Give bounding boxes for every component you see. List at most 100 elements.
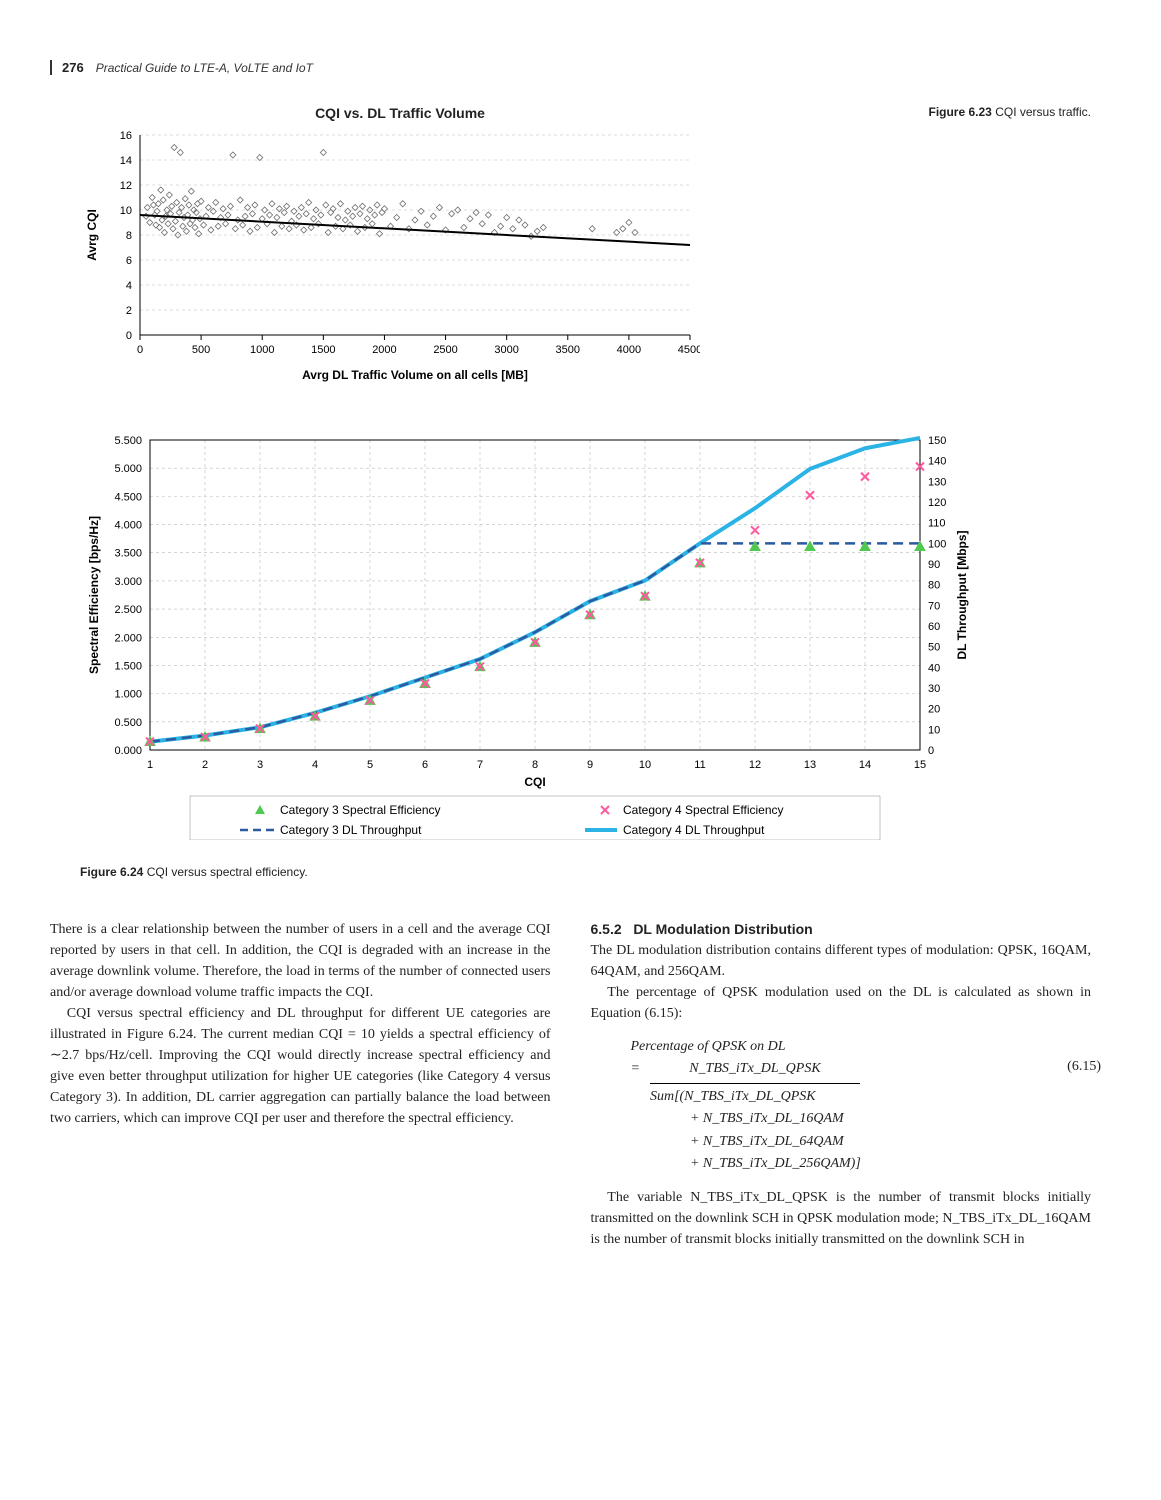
eq-lhs: Percentage of QPSK on DL [631, 1036, 1092, 1058]
svg-text:7: 7 [477, 759, 483, 771]
svg-text:Spectral Efficiency [bps/Hz]: Spectral Efficiency [bps/Hz] [87, 516, 101, 674]
svg-text:90: 90 [928, 559, 940, 571]
svg-text:0: 0 [126, 330, 132, 342]
right-column: 6.5.2 DL Modulation Distribution The DL … [591, 919, 1092, 1250]
eq-den2: + N_TBS_iTx_DL_16QAM [650, 1108, 861, 1130]
svg-text:1000: 1000 [250, 344, 274, 356]
svg-text:8: 8 [532, 759, 538, 771]
svg-text:30: 30 [928, 683, 940, 695]
svg-text:0: 0 [928, 745, 934, 757]
svg-text:3.500: 3.500 [114, 548, 142, 560]
left-column: There is a clear relationship between th… [50, 919, 551, 1250]
eq-den4: + N_TBS_iTx_DL_256QAM)] [650, 1153, 861, 1175]
figure-624-chart: 0.0000.5001.0001.5002.0002.5003.0003.500… [80, 420, 1091, 845]
section-title: DL Modulation Distribution [633, 921, 812, 937]
left-p2: CQI versus spectral efficiency and DL th… [50, 1003, 551, 1129]
left-p1: There is a clear relationship between th… [50, 919, 551, 1003]
chart1-title: CQI vs. DL Traffic Volume [140, 105, 660, 121]
svg-text:8: 8 [126, 230, 132, 242]
chart2-svg: 0.0000.5001.0001.5002.0002.5003.0003.500… [80, 420, 980, 840]
svg-text:DL Throughput [Mbps]: DL Throughput [Mbps] [955, 530, 969, 659]
eq-num: N_TBS_iTx_DL_QPSK [650, 1058, 860, 1080]
svg-text:11: 11 [694, 759, 705, 771]
chart1-svg: 0246810121416050010001500200025003000350… [80, 125, 700, 385]
svg-text:14: 14 [859, 759, 871, 771]
svg-text:2000: 2000 [372, 344, 396, 356]
svg-text:Avrg CQI: Avrg CQI [85, 209, 99, 261]
svg-text:2: 2 [126, 305, 132, 317]
svg-text:110: 110 [928, 518, 946, 530]
svg-text:120: 120 [928, 497, 946, 509]
svg-text:2: 2 [202, 759, 208, 771]
svg-text:60: 60 [928, 621, 940, 633]
svg-text:10: 10 [639, 759, 651, 771]
svg-text:12: 12 [749, 759, 761, 771]
svg-text:5: 5 [367, 759, 373, 771]
svg-text:50: 50 [928, 642, 940, 654]
svg-text:0.500: 0.500 [114, 717, 142, 729]
svg-text:4000: 4000 [617, 344, 641, 356]
svg-text:10: 10 [120, 205, 132, 217]
svg-text:80: 80 [928, 580, 940, 592]
section-heading: 6.5.2 DL Modulation Distribution [591, 919, 1092, 940]
figure-623-text: CQI versus traffic. [995, 105, 1091, 119]
svg-text:3500: 3500 [556, 344, 580, 356]
svg-text:15: 15 [914, 759, 926, 771]
svg-text:10: 10 [928, 724, 940, 736]
svg-text:9: 9 [587, 759, 593, 771]
eq-number: (6.15) [1067, 1056, 1101, 1078]
figure-624-label: Figure 6.24 [80, 865, 143, 879]
svg-text:3000: 3000 [494, 344, 518, 356]
svg-text:0: 0 [137, 344, 143, 356]
svg-text:4.500: 4.500 [114, 491, 142, 503]
svg-text:2.000: 2.000 [114, 632, 142, 644]
svg-text:1.500: 1.500 [114, 660, 142, 672]
svg-text:140: 140 [928, 456, 946, 468]
right-p3: The variable N_TBS_iTx_DL_QPSK is the nu… [591, 1187, 1092, 1250]
svg-text:40: 40 [928, 662, 940, 674]
svg-text:0.000: 0.000 [114, 745, 142, 757]
svg-text:70: 70 [928, 600, 940, 612]
svg-text:5.000: 5.000 [114, 463, 142, 475]
svg-text:Category 3 DL Throughput: Category 3 DL Throughput [280, 823, 422, 837]
svg-text:100: 100 [928, 538, 946, 550]
right-p1: The DL modulation distribution contains … [591, 940, 1092, 982]
svg-text:3.000: 3.000 [114, 576, 142, 588]
svg-text:1500: 1500 [311, 344, 335, 356]
svg-text:Category 3 Spectral Efficiency: Category 3 Spectral Efficiency [280, 803, 441, 817]
svg-text:20: 20 [928, 704, 940, 716]
equation-615: Percentage of QPSK on DL = N_TBS_iTx_DL_… [631, 1036, 1092, 1175]
svg-text:4.000: 4.000 [114, 520, 142, 532]
svg-text:3: 3 [257, 759, 263, 771]
svg-text:6: 6 [126, 255, 132, 267]
figure-624-text: CQI versus spectral efficiency. [147, 865, 308, 879]
body-columns: There is a clear relationship between th… [50, 919, 1091, 1250]
svg-text:Category 4 Spectral Efficiency: Category 4 Spectral Efficiency [623, 803, 784, 817]
figure-623-chart: CQI vs. DL Traffic Volume 02468101214160… [80, 105, 1091, 390]
svg-text:Avrg DL Traffic Volume on all: Avrg DL Traffic Volume on all cells [MB] [302, 368, 528, 382]
figure-623-caption: Figure 6.23 CQI versus traffic. [928, 105, 1091, 119]
figure-624-caption: Figure 6.24 CQI versus spectral efficien… [80, 865, 1091, 879]
svg-text:5.500: 5.500 [114, 435, 142, 447]
svg-text:4: 4 [312, 759, 318, 771]
svg-text:12: 12 [120, 180, 132, 192]
svg-text:16: 16 [120, 130, 132, 142]
page-header: 276 Practical Guide to LTE-A, VoLTE and … [50, 60, 1091, 75]
svg-text:CQI: CQI [524, 775, 545, 789]
page-number: 276 [62, 60, 84, 75]
eq-den1: Sum[(N_TBS_iTx_DL_QPSK [650, 1086, 861, 1108]
svg-text:2500: 2500 [433, 344, 457, 356]
svg-text:1: 1 [147, 759, 153, 771]
book-title: Practical Guide to LTE-A, VoLTE and IoT [96, 61, 313, 75]
right-p2: The percentage of QPSK modulation used o… [591, 982, 1092, 1024]
svg-text:1.000: 1.000 [114, 689, 142, 701]
figure-623-label: Figure 6.23 [928, 105, 991, 119]
eq-den3: + N_TBS_iTx_DL_64QAM [650, 1131, 861, 1153]
svg-text:130: 130 [928, 476, 946, 488]
svg-text:6: 6 [422, 759, 428, 771]
svg-text:500: 500 [192, 344, 210, 356]
section-num: 6.5.2 [591, 921, 622, 937]
svg-text:14: 14 [120, 155, 132, 167]
svg-text:4500: 4500 [678, 344, 700, 356]
svg-text:13: 13 [804, 759, 816, 771]
